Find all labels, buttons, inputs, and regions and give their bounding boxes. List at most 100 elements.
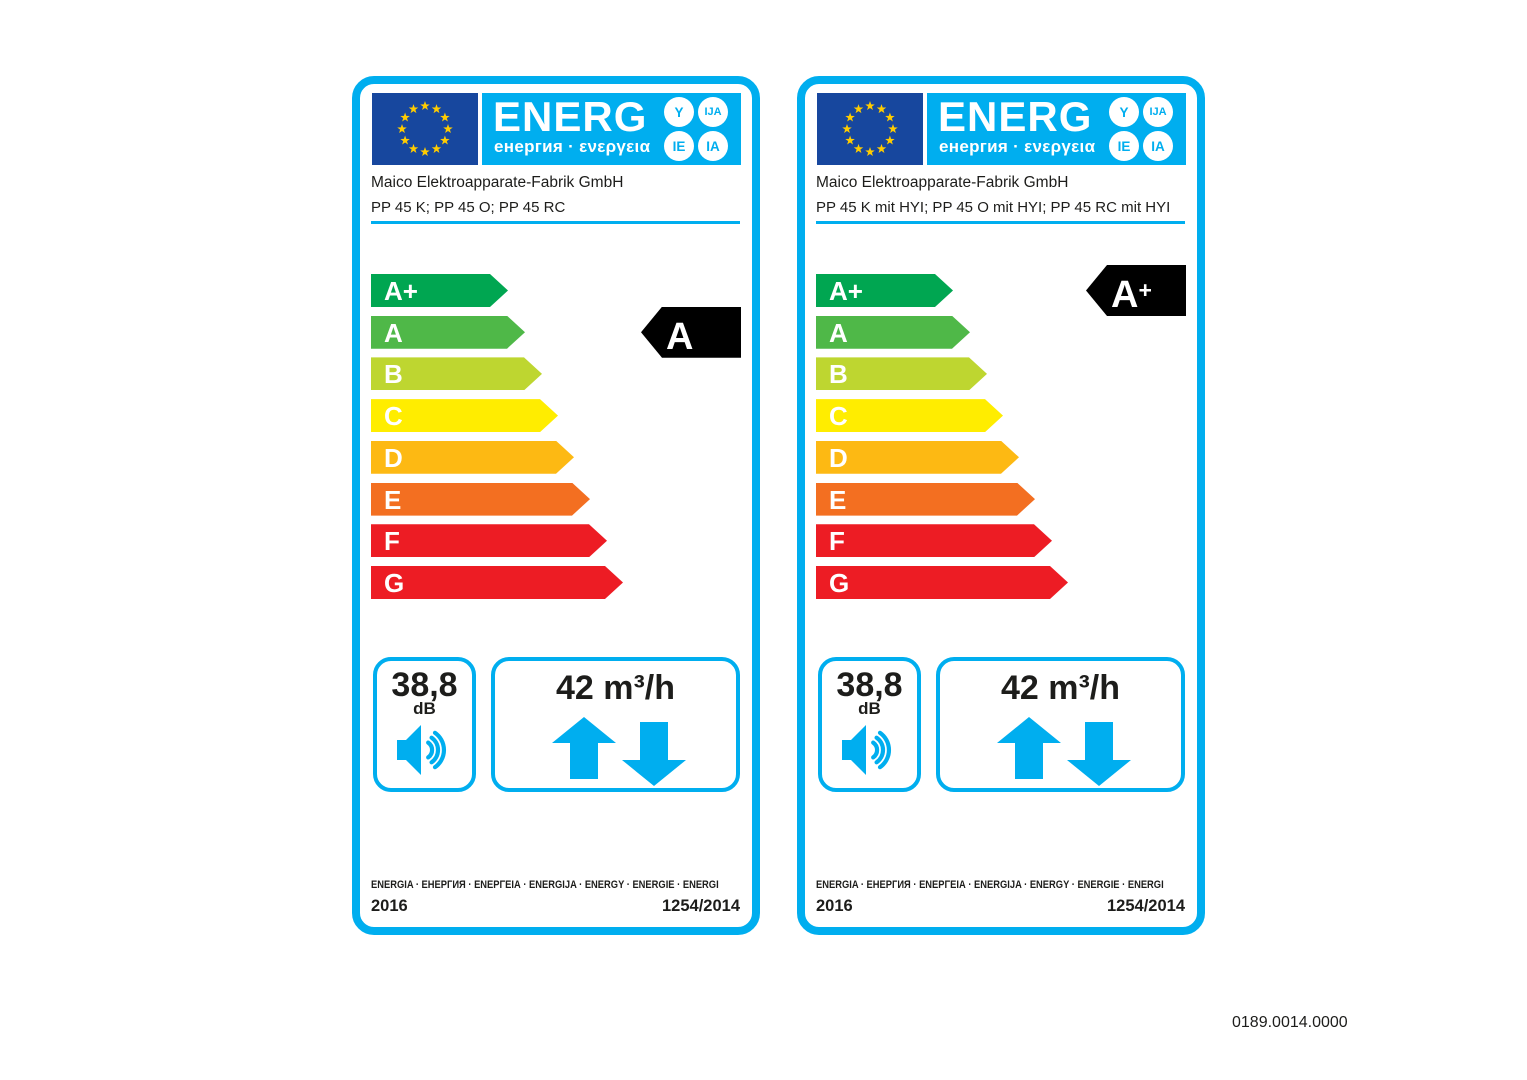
class-bar-c: C [371, 399, 558, 432]
noise-value: 38,8 [836, 666, 903, 704]
eu-star [400, 135, 410, 145]
class-bar-c: C [816, 399, 1003, 432]
energ-logo: ENERG енергия · ενεργεια Y IJA IE IA [927, 93, 1186, 165]
efficiency-class-scale: A+ A B C D E F G [805, 84, 1197, 927]
eu-star [876, 104, 887, 114]
energ-suffix-ie: IE [664, 131, 694, 161]
noise-unit: dB [858, 699, 881, 718]
regulation-number: 1254/2014 [1107, 897, 1185, 915]
rating-indicator-arrow: A+ [1086, 265, 1186, 316]
class-bar-label: E [829, 484, 847, 515]
eu-star [440, 112, 450, 122]
airflow-box: 42 m³/h [936, 657, 1185, 792]
eu-star [431, 143, 442, 153]
speaker-icon [841, 725, 891, 775]
eu-star [865, 101, 875, 111]
class-bar-f: F [371, 524, 607, 557]
airflow-value: 42 m³/h [1000, 669, 1121, 707]
energ-logo-text: ENERG [938, 93, 1093, 140]
label-header: ENERG енергия · ενεργεια Y IJA IE IA [372, 93, 741, 165]
eu-star [885, 112, 895, 122]
class-bar-label: B [829, 359, 848, 390]
label-year: 2016 [816, 897, 853, 915]
eu-star [400, 112, 410, 122]
eu-star [885, 135, 895, 145]
eu-star [845, 135, 855, 145]
manufacturer-name: Maico Elektroapparate-Fabrik GmbH [816, 174, 1069, 191]
class-bar-label: B [384, 359, 403, 390]
noise-box: 38,8 dB [373, 657, 476, 792]
rating-indicator-arrow: A [641, 306, 741, 358]
energ-logo-subtext: енергия · ενεργεια [494, 137, 651, 156]
energ-logo-text: ENERG [493, 93, 648, 140]
regulation-number: 1254/2014 [662, 897, 740, 915]
eu-star [845, 112, 855, 122]
energ-suffix-y: Y [664, 97, 694, 127]
speaker-icon [396, 725, 446, 775]
class-bar-e: E [816, 483, 1035, 516]
class-bar-d: D [371, 441, 574, 474]
rating-plus: + [1138, 277, 1152, 303]
divider-line [371, 221, 740, 224]
class-bar-aplus: A+ [816, 274, 953, 307]
energ-suffix-circles: Y IJA IE IA [1109, 97, 1173, 161]
footer-row: 2016 1254/2014 [371, 897, 740, 916]
rating-letter: A [1111, 274, 1139, 316]
energ-suffix-ie: IE [1109, 131, 1139, 161]
energy-words: ENERGIA · ЕНЕРГИЯ · ΕΝΕΡΓΕΙΑ · ENERGIJA … [816, 879, 1164, 891]
up-arrow-icon [997, 717, 1061, 779]
eu-flag-icon [372, 93, 478, 165]
eu-star [440, 135, 450, 145]
efficiency-class-scale: A+ A B C D E F G [360, 84, 752, 927]
class-bar-aplus: A+ [371, 274, 508, 307]
class-bar-label: G [384, 568, 405, 598]
up-arrow-icon [552, 717, 616, 779]
energy-words: ENERGIA · ЕНЕРГИЯ · ΕΝΕΡΓΕΙΑ · ENERGIJA … [371, 879, 719, 891]
eu-star [443, 124, 453, 134]
eu-star [842, 124, 852, 134]
class-bar-label: A [384, 317, 403, 348]
energ-suffix-circles: Y IJA IE IA [664, 97, 728, 161]
divider-line [816, 221, 1185, 224]
energ-suffix-ia: IA [698, 131, 728, 161]
class-bar-a: A [816, 316, 970, 349]
eu-star [888, 124, 898, 134]
energ-suffix-y: Y [1109, 97, 1139, 127]
energ-suffix-ija: IJA [1143, 97, 1173, 127]
class-bar-label: E [384, 484, 402, 515]
airflow-value: 42 m³/h [555, 669, 676, 707]
model-names: PP 45 K; PP 45 O; PP 45 RC [371, 199, 566, 216]
energy-label-left: ENERG енергия · ενεργεια Y IJA IE IA Mai… [352, 76, 760, 935]
class-bar-b: B [816, 357, 987, 390]
class-bar-label: C [829, 401, 848, 432]
down-arrow-icon [622, 722, 686, 786]
class-bar-e: E [371, 483, 590, 516]
energ-logo: ENERG енергия · ενεργεια Y IJA IE IA [482, 93, 741, 165]
eu-star [876, 143, 887, 153]
class-bar-label: D [829, 442, 848, 473]
noise-value: 38,8 [391, 666, 458, 704]
label-year: 2016 [371, 897, 408, 915]
class-bar-b: B [371, 357, 542, 390]
airflow-box: 42 m³/h [491, 657, 740, 792]
class-bar-label: A [829, 317, 848, 348]
label-header: ENERG енергия · ενεργεια Y IJA IE IA [817, 93, 1186, 165]
class-bar-label: A+ [829, 276, 863, 306]
noise-unit: dB [413, 699, 436, 718]
energy-label-right: ENERG енергия · ενεργεια Y IJA IE IA Mai… [797, 76, 1205, 935]
eu-flag-icon [817, 93, 923, 165]
manufacturer-name: Maico Elektroapparate-Fabrik GmbH [371, 174, 624, 191]
class-bar-d: D [816, 441, 1019, 474]
eu-star [397, 124, 407, 134]
energ-logo-subtext: енергия · ενεργεια [939, 137, 1096, 156]
class-bar-label: D [384, 442, 403, 473]
class-bar-g: G [371, 566, 623, 599]
model-names: PP 45 K mit HYI; PP 45 O mit HYI; PP 45 … [816, 199, 1171, 216]
footer-row: 2016 1254/2014 [816, 897, 1185, 916]
noise-box: 38,8 dB [818, 657, 921, 792]
energ-suffix-ia: IA [1143, 131, 1173, 161]
eu-star [431, 104, 442, 114]
class-bar-label: G [829, 568, 850, 598]
eu-star [420, 101, 430, 111]
eu-star [853, 143, 864, 153]
